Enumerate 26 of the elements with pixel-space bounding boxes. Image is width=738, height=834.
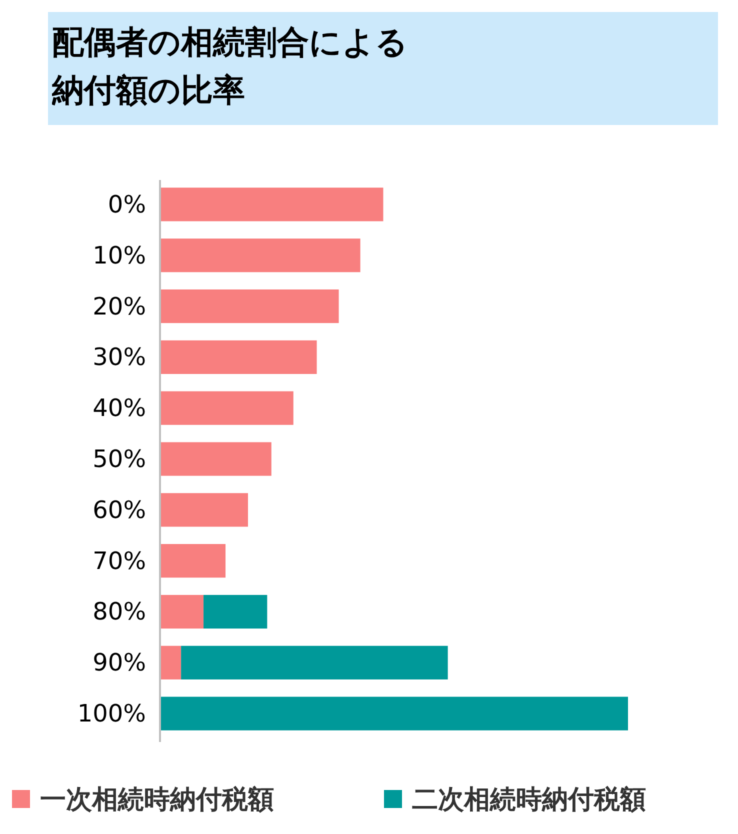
y-tick-label: 100% <box>77 700 146 728</box>
bar <box>160 442 272 476</box>
y-tick-label: 70% <box>92 546 146 575</box>
legend-label: 一次相続時納付税額 <box>40 785 274 815</box>
bar <box>160 391 294 425</box>
bar <box>204 594 268 629</box>
bar <box>160 594 204 629</box>
legend-label: 二次相続時納付税額 <box>412 785 646 815</box>
bar <box>160 289 339 324</box>
y-tick-label: 20% <box>92 292 146 320</box>
y-tick-label: 40% <box>92 394 146 422</box>
y-tick-label: 60% <box>92 496 146 524</box>
bar <box>160 340 317 374</box>
y-tick-label: 80% <box>92 598 146 626</box>
bar <box>160 238 360 272</box>
bar <box>160 646 182 680</box>
y-tick-label: 30% <box>92 343 146 372</box>
y-tick-label: 90% <box>92 648 146 677</box>
bar <box>181 646 448 680</box>
bar <box>160 188 384 222</box>
bar <box>160 544 226 578</box>
bar <box>160 696 628 730</box>
y-tick-label: 0% <box>108 190 146 218</box>
y-tick-label: 50% <box>92 445 146 473</box>
bar <box>160 493 248 527</box>
y-tick-label: 10% <box>92 241 146 270</box>
